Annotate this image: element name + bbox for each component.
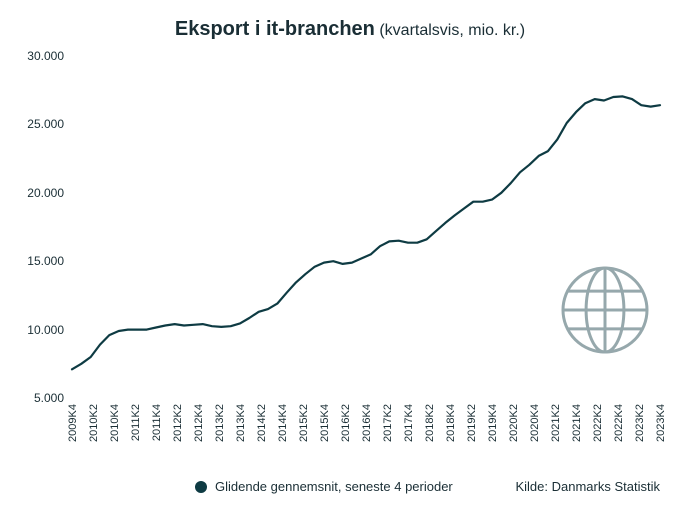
x-tick-label: 2019K4 [487,404,499,442]
x-tick-label: 2012K4 [193,404,205,442]
x-tick-label: 2021K2 [550,404,562,442]
source-prefix: Kilde: [515,479,551,494]
x-tick-label: 2010K4 [109,404,121,442]
source-citation: Kilde: Danmarks Statistik [515,479,660,494]
x-tick-label: 2023K2 [634,404,646,442]
x-tick-label: 2014K4 [277,404,289,442]
legend-label: Glidende gennemsnit, seneste 4 perioder [215,479,453,494]
x-tick-label: 2009K4 [67,404,79,442]
globe-icon [563,268,647,352]
x-tick-label: 2017K2 [382,404,394,442]
legend-marker [195,481,207,493]
y-tick-label: 10.000 [14,323,64,337]
x-tick-label: 2022K2 [592,404,604,442]
x-tick-label: 2022K4 [613,404,625,442]
y-tick-label: 30.000 [14,49,64,63]
x-tick-label: 2019K2 [466,404,478,442]
x-tick-label: 2011K4 [151,404,163,441]
x-tick-label: 2010K2 [88,404,100,442]
y-tick-label: 5.000 [14,391,64,405]
x-tick-label: 2018K4 [445,404,457,442]
x-tick-label: 2015K4 [319,404,331,442]
x-tick-label: 2013K2 [214,404,226,442]
x-tick-label: 2011K2 [130,404,142,441]
x-tick-label: 2013K4 [235,404,247,442]
x-tick-label: 2016K4 [361,404,373,442]
x-tick-label: 2020K4 [529,404,541,442]
x-tick-label: 2014K2 [256,404,268,442]
x-tick-label: 2023K4 [655,404,667,442]
legend: Glidende gennemsnit, seneste 4 perioder [195,479,453,494]
x-tick-label: 2020K2 [508,404,520,442]
x-tick-label: 2017K4 [403,404,415,442]
x-tick-label: 2021K4 [571,404,583,442]
y-tick-label: 15.000 [14,254,64,268]
x-tick-label: 2015K2 [298,404,310,442]
source-name: Danmarks Statistik [552,479,660,494]
x-tick-label: 2018K2 [424,404,436,442]
x-tick-label: 2016K2 [340,404,352,442]
y-tick-label: 20.000 [14,186,64,200]
chart-container: Eksport i it-branchen (kvartalsvis, mio.… [0,0,700,508]
y-tick-label: 25.000 [14,117,64,131]
x-tick-label: 2012K2 [172,404,184,442]
